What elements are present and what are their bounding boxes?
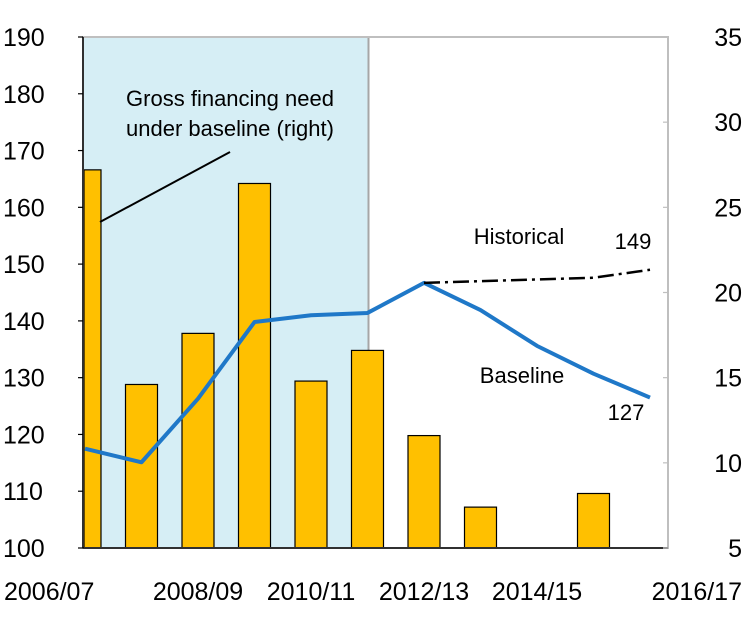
line-baseline — [84, 280, 651, 465]
bar-label-line2: under baseline (right) — [126, 116, 334, 141]
bar-2009/10 — [237, 182, 272, 549]
right-tick-25: 25 — [714, 194, 742, 222]
x-tick-2016/17: 2016/17 — [652, 578, 742, 606]
bar-2007/08 — [124, 383, 159, 549]
right-tick-5: 5 — [728, 535, 742, 563]
left-tick-120: 120 — [3, 421, 45, 449]
left-tick-140: 140 — [3, 308, 45, 336]
x-tick-2014/15: 2014/15 — [492, 578, 582, 606]
bar-2013/14 — [463, 506, 498, 549]
right-tick-10: 10 — [714, 450, 742, 478]
left-tick-160: 160 — [3, 194, 45, 222]
left-tick-190: 190 — [3, 24, 45, 52]
baseline-label: Baseline — [480, 363, 564, 388]
bar-2015/16 — [576, 492, 611, 549]
left-tick-130: 130 — [3, 365, 45, 393]
right-tick-30: 30 — [714, 109, 742, 137]
bar-2011/12 — [350, 349, 385, 549]
x-tick-2006/07: 2006/07 — [4, 578, 94, 606]
bar-2010/11 — [294, 380, 328, 549]
bar-2012/13 — [407, 434, 441, 549]
bar-label-line1: Gross financing need — [126, 86, 334, 111]
bar-label-pointer — [99, 151, 231, 223]
left-tick-100: 100 — [3, 535, 45, 563]
x-tick-2008/09: 2008/09 — [153, 578, 243, 606]
bar-2006/07 — [83, 169, 102, 549]
x-tick-2010/11: 2010/11 — [267, 578, 356, 606]
line-historical — [423, 268, 651, 285]
right-tick-35: 35 — [714, 24, 742, 52]
historical-label: Historical — [474, 224, 564, 249]
baseline-value: 127 — [608, 400, 645, 425]
right-tick-15: 15 — [714, 365, 742, 393]
left-tick-170: 170 — [3, 138, 45, 166]
left-tick-110: 110 — [3, 478, 43, 506]
left-tick-150: 150 — [3, 251, 45, 279]
right-tick-20: 20 — [714, 280, 742, 308]
historical-value: 149 — [615, 229, 652, 254]
left-tick-180: 180 — [3, 81, 45, 109]
x-tick-2012/13: 2012/13 — [379, 578, 469, 606]
bar-2008/09 — [181, 332, 215, 549]
